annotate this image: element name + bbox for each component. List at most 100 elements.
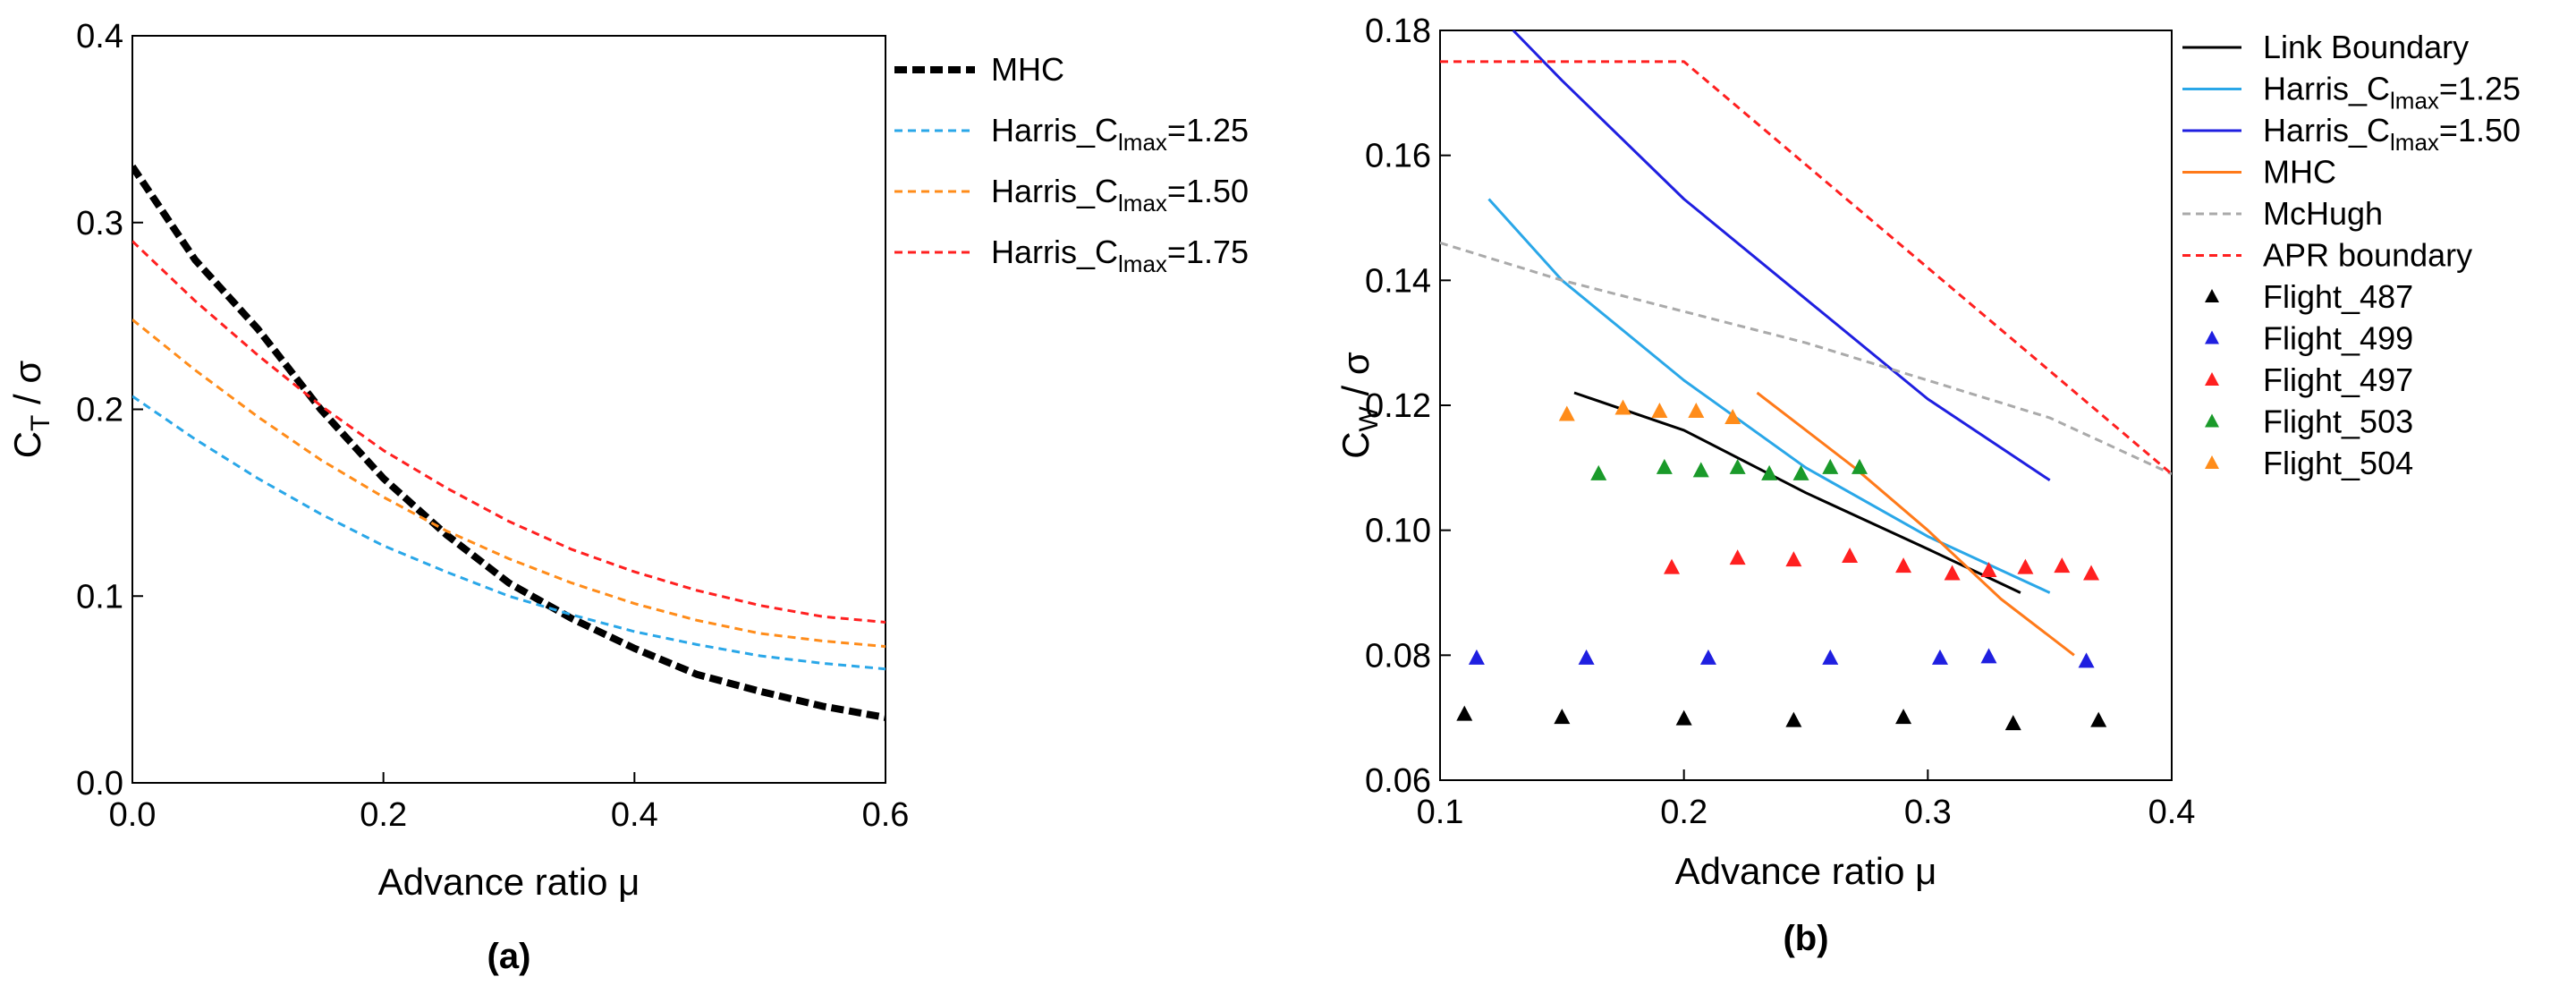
- legend-marker: [2205, 330, 2219, 344]
- data-point-flight-499: [2078, 652, 2095, 668]
- x-tick-label: 0.6: [862, 796, 910, 834]
- plot-area: [1440, 30, 2172, 731]
- legend-label: Flight_499: [2263, 320, 2413, 357]
- data-point-flight-487: [1554, 709, 1571, 725]
- data-point-flight-497: [1842, 547, 1859, 563]
- series-line-link-boundary: [1573, 391, 2021, 594]
- y-tick-label: 0.06: [1365, 762, 1431, 800]
- legend-label: Harris_Clmax=1.50: [991, 173, 1249, 217]
- y-tick-label: 0.16: [1365, 138, 1431, 175]
- series-line-harris-clmax-1-50: [1512, 30, 2051, 482]
- data-point-flight-503: [1792, 464, 1809, 480]
- x-axis-label: Advance ratio μ: [1675, 850, 1937, 892]
- data-point-flight-497: [1664, 558, 1681, 574]
- x-tick-label: 0.0: [109, 796, 157, 834]
- y-tick-label: 0.1: [76, 578, 123, 616]
- data-point-flight-497: [1785, 551, 1802, 567]
- x-tick-label: 0.3: [1904, 794, 1952, 831]
- y-tick-label: 0.12: [1365, 387, 1431, 425]
- x-tick-label: 0.2: [360, 796, 407, 834]
- data-point-flight-503: [1656, 458, 1673, 474]
- y-tick-label: 0.10: [1365, 513, 1431, 550]
- series-line-mchugh: [1440, 241, 2172, 476]
- legend-label: MHC: [2263, 154, 2336, 191]
- panel-label: (a): [487, 937, 531, 976]
- legend-label: Flight_487: [2263, 278, 2413, 315]
- y-tick-label: 0.14: [1365, 262, 1431, 300]
- data-point-flight-499: [1468, 649, 1485, 665]
- y-tick-label: 0.08: [1365, 637, 1431, 675]
- y-axis-label: CW / σ: [1335, 352, 1384, 459]
- legend-label: Flight_497: [2263, 361, 2413, 398]
- data-point-flight-503: [1590, 464, 1607, 480]
- data-point-flight-504: [1688, 402, 1705, 418]
- y-tick-label: 0.4: [76, 18, 123, 55]
- series-line-harris-clmax-1-75: [132, 240, 886, 624]
- legend-label: Flight_503: [2263, 404, 2413, 440]
- chart-panel-b: 0.1 0.2 0.3 0.4 0.06 0.08 0.10 0.12 0.14 0.16 0.18…: [1335, 13, 2521, 958]
- data-point-flight-487: [1785, 711, 1802, 727]
- legend-label: MHC: [991, 51, 1064, 88]
- data-point-flight-504: [1724, 408, 1741, 424]
- data-point-flight-497: [1980, 562, 1997, 578]
- series-line-mhc: [132, 164, 886, 721]
- legend-label: Harris_Clmax=1.25: [991, 112, 1249, 156]
- plot-frame: [131, 35, 886, 784]
- data-point-flight-487: [2090, 711, 2107, 727]
- legend-marker: [2205, 455, 2219, 469]
- x-tick-label: 0.4: [611, 796, 658, 834]
- series-line-harris-clmax-1-50: [132, 319, 886, 649]
- data-point-flight-497: [1895, 557, 1912, 573]
- data-point-flight-499: [1699, 649, 1716, 665]
- data-point-flight-497: [2054, 557, 2071, 573]
- x-tick-label: 0.1: [1417, 794, 1464, 831]
- plot-frame: [1439, 30, 2173, 781]
- legend-label: McHugh: [2263, 195, 2383, 232]
- data-point-flight-497: [2083, 565, 2100, 581]
- data-point-flight-497: [1729, 549, 1746, 565]
- x-axis-label: Advance ratio μ: [378, 861, 640, 903]
- y-axis-label: CT / σ: [6, 361, 55, 459]
- data-point-flight-499: [1578, 649, 1595, 665]
- data-point-flight-497: [2017, 558, 2034, 574]
- series-line-harris-clmax-1-25: [1487, 198, 2051, 594]
- legend-label: Link Boundary: [2263, 29, 2469, 65]
- x-tick-label: 0.2: [1660, 794, 1707, 831]
- data-point-flight-503: [1822, 458, 1839, 474]
- legend-label: APR boundary: [2263, 237, 2472, 274]
- data-point-flight-503: [1729, 458, 1746, 474]
- data-point-flight-487: [1456, 705, 1473, 721]
- y-tick-label: 0.3: [76, 205, 123, 242]
- legend-label: Harris_Clmax=1.50: [2263, 112, 2521, 156]
- data-point-flight-497: [1944, 565, 1961, 581]
- series-line-apr-boundary: [1440, 60, 2172, 475]
- data-point-flight-503: [1761, 464, 1778, 480]
- data-point-flight-503: [1692, 462, 1709, 478]
- legend-marker: [2205, 413, 2219, 428]
- data-point-flight-504: [1558, 405, 1575, 421]
- y-tick-label: 0.2: [76, 392, 123, 429]
- data-point-flight-499: [1980, 648, 1997, 664]
- plot-area: [132, 164, 886, 721]
- legend-label: Harris_Clmax=1.25: [2263, 71, 2521, 115]
- data-point-flight-487: [1675, 709, 1692, 726]
- y-tick-label: 0.18: [1365, 13, 1431, 50]
- series-line-mhc: [1756, 391, 2075, 657]
- y-tick-label: 0.0: [76, 765, 123, 803]
- data-point-flight-504: [1651, 402, 1668, 418]
- legend-label: Harris_Clmax=1.75: [991, 234, 1249, 277]
- data-point-flight-487: [2004, 715, 2021, 731]
- data-point-flight-504: [1614, 399, 1631, 415]
- legend-marker: [2205, 372, 2219, 386]
- data-point-flight-503: [1851, 458, 1868, 474]
- data-point-flight-487: [1895, 709, 1912, 725]
- legend-label: Flight_504: [2263, 445, 2413, 481]
- x-tick-label: 0.4: [2148, 794, 2196, 831]
- data-point-flight-499: [1822, 649, 1839, 665]
- chart-panel-a: 0.0 0.2 0.4 0.6 0.0 0.1 0.2 0.3 0.4 Advance ratio…: [6, 18, 1249, 976]
- panel-label: (b): [1783, 919, 1828, 958]
- data-point-flight-499: [1931, 649, 1948, 665]
- series-line-harris-clmax-1-25: [132, 395, 886, 671]
- legend-marker: [2205, 289, 2219, 302]
